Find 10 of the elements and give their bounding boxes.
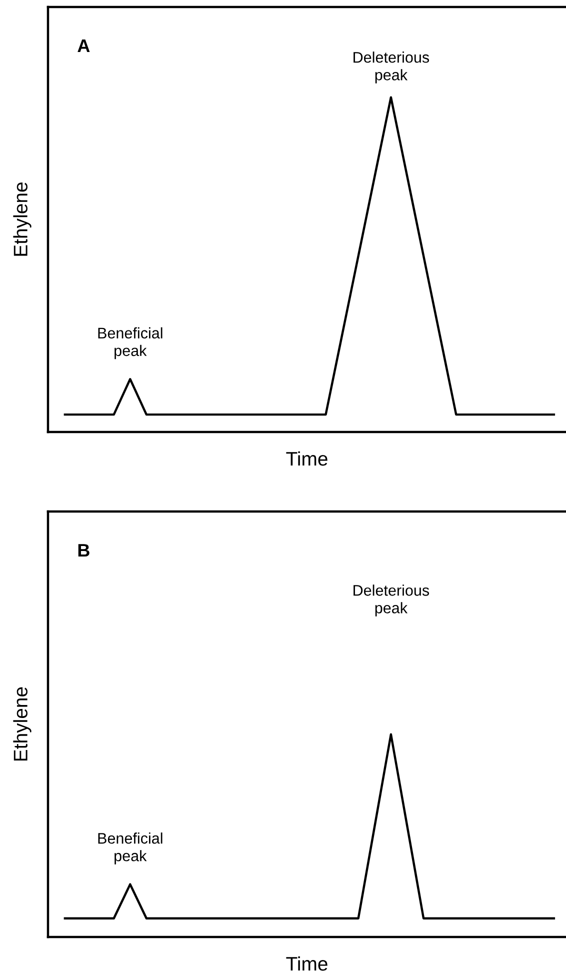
x-axis-title: Time	[286, 451, 328, 466]
annotation: Beneficial peak	[98, 832, 162, 864]
x-axis-title: Time	[286, 956, 328, 971]
annotation: Beneficial peak	[98, 327, 162, 360]
chart-title: A	[78, 40, 90, 52]
text: Deleterious peak	[354, 584, 430, 616]
y-axis-title: Ethylene	[13, 687, 32, 761]
y-axis-title: Ethylene	[13, 182, 32, 256]
text: Deleterious peak	[354, 52, 430, 84]
chart-title: B	[78, 544, 90, 556]
